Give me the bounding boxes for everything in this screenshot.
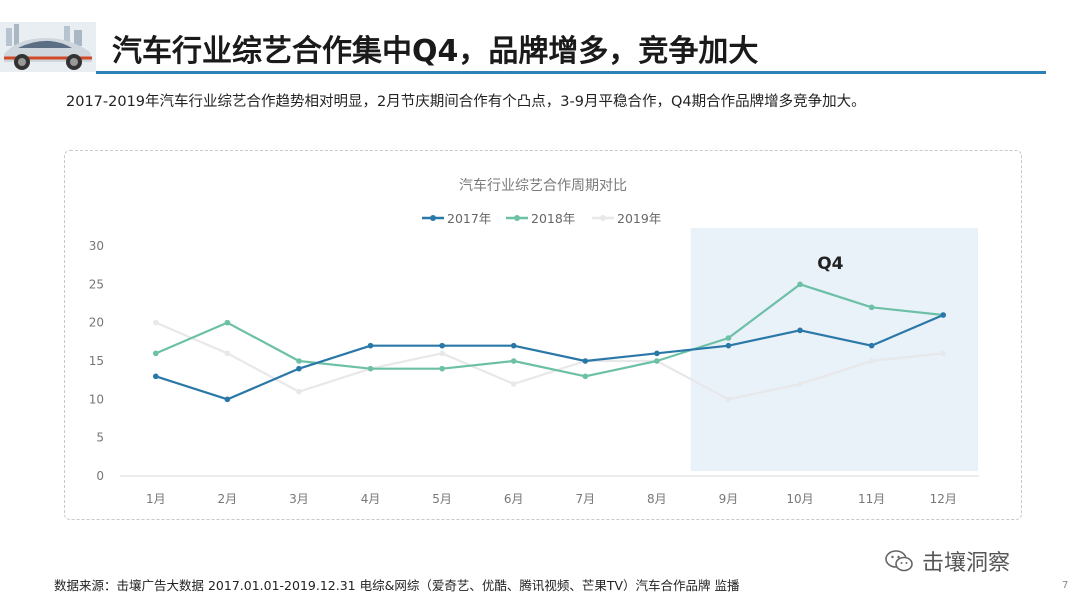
data-point-series-0 xyxy=(224,396,231,403)
data-point-series-0 xyxy=(725,342,732,349)
chart-frame xyxy=(64,150,1022,520)
data-point-series-2 xyxy=(940,350,947,357)
x-tick-label: 9月 xyxy=(719,492,739,506)
data-point-series-2 xyxy=(797,381,803,387)
data-point-series-1 xyxy=(439,365,445,372)
y-tick-label: 5 xyxy=(96,431,104,445)
data-point-series-2 xyxy=(868,358,875,364)
series-line-2 xyxy=(155,321,944,401)
data-point-series-0 xyxy=(868,342,875,349)
wechat-icon xyxy=(885,550,913,572)
x-tick-label: 8月 xyxy=(647,492,667,506)
data-point-series-0 xyxy=(296,365,302,372)
data-point-series-0 xyxy=(797,327,803,334)
legend-marker-0 xyxy=(430,215,436,221)
legend-label-2: 2019年 xyxy=(617,211,661,226)
series-line-0 xyxy=(155,313,944,401)
x-tick-label: 1月 xyxy=(146,492,166,506)
legend-marker-1 xyxy=(514,215,520,221)
x-tick-label: 11月 xyxy=(858,492,885,506)
x-tick-label: 2月 xyxy=(218,492,238,506)
legend-label-0: 2017年 xyxy=(447,211,491,226)
data-point-series-2 xyxy=(725,396,732,403)
chart-title: 汽车行业综艺合作周期对比 xyxy=(459,177,627,194)
data-point-series-2 xyxy=(152,319,159,326)
x-tick-label: 7月 xyxy=(575,492,595,506)
x-tick-label: 3月 xyxy=(289,492,309,506)
data-point-series-1 xyxy=(224,319,231,326)
car-logo-icon xyxy=(0,22,96,72)
page-title: 汽车行业综艺合作集中Q4，品牌增多，竞争加大 xyxy=(112,34,759,69)
data-point-series-1 xyxy=(725,335,732,341)
data-point-series-1 xyxy=(797,281,803,288)
data-point-series-1 xyxy=(582,373,589,380)
data-point-series-1 xyxy=(654,358,660,364)
data-point-series-0 xyxy=(582,358,589,364)
data-point-series-0 xyxy=(439,342,445,349)
data-point-series-0 xyxy=(510,342,517,349)
data-point-series-1 xyxy=(510,358,517,364)
y-tick-label: 20 xyxy=(89,316,104,330)
x-tick-label: 12月 xyxy=(930,492,957,506)
brand-name: 击壤洞察 xyxy=(922,551,1011,576)
y-tick-label: 30 xyxy=(89,239,104,253)
data-point-series-0 xyxy=(152,373,159,380)
data-point-series-0 xyxy=(654,350,660,357)
data-point-series-0 xyxy=(940,312,947,318)
y-tick-label: 25 xyxy=(89,277,104,291)
title-divider xyxy=(96,71,1046,74)
x-tick-label: 4月 xyxy=(361,492,381,506)
data-point-series-1 xyxy=(152,350,159,357)
legend-marker-2 xyxy=(600,215,606,221)
y-tick-label: 10 xyxy=(89,392,104,406)
brand-watermark: 击壤洞察 xyxy=(884,546,1010,576)
data-source-note: 数据来源：击壤广告大数据 2017.01.01-2019.12.31 电综&网综… xyxy=(54,578,740,593)
y-tick-label: 15 xyxy=(89,354,104,368)
data-point-series-2 xyxy=(439,350,445,357)
legend-label-1: 2018年 xyxy=(531,211,575,226)
data-point-series-1 xyxy=(296,358,302,364)
y-tick-label: 0 xyxy=(96,469,104,483)
data-point-series-2 xyxy=(224,350,231,357)
line-chart: Q4 汽车行业综艺合作周期对比 2017年 2018年 2019年 0 5 10 15 20 25 3… xyxy=(89,177,979,506)
data-point-series-1 xyxy=(868,304,875,311)
data-point-series-2 xyxy=(510,381,517,387)
q4-highlight-band xyxy=(690,228,978,471)
q4-label: Q4 xyxy=(817,254,843,274)
series-line-1 xyxy=(155,283,944,378)
data-point-series-0 xyxy=(367,342,374,349)
x-tick-label: 10月 xyxy=(786,492,813,506)
data-point-series-1 xyxy=(367,365,374,372)
x-tick-label: 5月 xyxy=(432,492,452,506)
x-tick-label: 6月 xyxy=(504,492,524,506)
page-number: 7 xyxy=(1062,580,1069,591)
page-subtitle: 2017-2019年汽车行业综艺合作趋势相对明显，2月节庆期间合作有个凸点，3-… xyxy=(66,94,866,110)
data-point-series-2 xyxy=(296,388,302,395)
